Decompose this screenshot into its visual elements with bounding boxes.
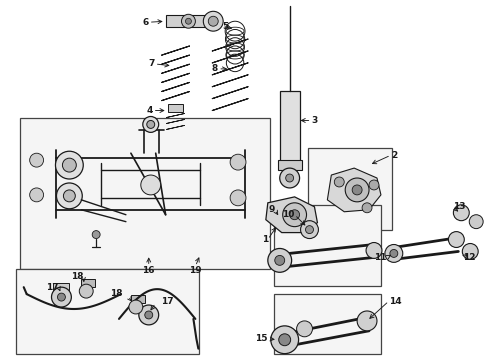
Bar xyxy=(274,205,381,286)
Text: 1: 1 xyxy=(262,235,268,244)
Text: 4: 4 xyxy=(147,106,153,115)
Circle shape xyxy=(334,177,344,187)
Circle shape xyxy=(51,287,72,307)
Circle shape xyxy=(30,188,44,202)
Circle shape xyxy=(147,121,155,129)
Circle shape xyxy=(280,168,299,188)
Bar xyxy=(53,283,70,291)
Circle shape xyxy=(79,284,93,298)
Circle shape xyxy=(300,221,318,239)
Text: 17: 17 xyxy=(161,297,173,306)
Text: 18: 18 xyxy=(110,289,123,298)
Bar xyxy=(16,269,199,354)
Circle shape xyxy=(275,255,285,265)
Text: 16: 16 xyxy=(143,266,155,275)
Text: 13: 13 xyxy=(453,202,466,211)
Bar xyxy=(81,279,95,287)
Circle shape xyxy=(362,203,372,213)
Circle shape xyxy=(271,326,298,354)
Text: 5: 5 xyxy=(222,22,228,31)
Circle shape xyxy=(203,11,223,31)
Bar xyxy=(274,294,381,354)
Polygon shape xyxy=(266,197,318,233)
Bar xyxy=(20,118,270,269)
Text: 17: 17 xyxy=(46,283,58,292)
Circle shape xyxy=(462,243,478,260)
Circle shape xyxy=(63,190,75,202)
Circle shape xyxy=(55,151,83,179)
Circle shape xyxy=(268,248,292,272)
Bar xyxy=(278,160,301,170)
Circle shape xyxy=(390,249,398,257)
Circle shape xyxy=(56,183,82,209)
Circle shape xyxy=(286,174,294,182)
Bar xyxy=(131,295,145,303)
Circle shape xyxy=(62,158,76,172)
Circle shape xyxy=(139,305,159,325)
Bar xyxy=(168,104,183,112)
Circle shape xyxy=(306,226,314,234)
Circle shape xyxy=(185,18,192,24)
Text: 12: 12 xyxy=(464,253,476,262)
Text: 14: 14 xyxy=(389,297,401,306)
Circle shape xyxy=(279,334,291,346)
Circle shape xyxy=(345,178,369,202)
Polygon shape xyxy=(327,168,381,212)
Circle shape xyxy=(141,175,161,195)
Circle shape xyxy=(208,16,218,26)
Text: 18: 18 xyxy=(71,272,83,281)
Circle shape xyxy=(369,180,379,190)
Text: 15: 15 xyxy=(255,334,268,343)
Circle shape xyxy=(230,154,246,170)
Bar xyxy=(280,91,299,165)
Text: 6: 6 xyxy=(143,18,149,27)
Circle shape xyxy=(57,293,65,301)
Text: 2: 2 xyxy=(391,151,397,160)
Text: 8: 8 xyxy=(212,64,218,73)
Text: 7: 7 xyxy=(148,59,155,68)
Circle shape xyxy=(230,190,246,206)
Text: 3: 3 xyxy=(312,116,318,125)
Circle shape xyxy=(143,117,159,132)
Circle shape xyxy=(181,14,196,28)
Circle shape xyxy=(92,231,100,239)
Circle shape xyxy=(448,231,465,247)
Bar xyxy=(308,148,392,230)
Circle shape xyxy=(290,210,299,220)
Circle shape xyxy=(385,244,403,262)
Circle shape xyxy=(357,311,377,331)
Circle shape xyxy=(352,185,362,195)
Circle shape xyxy=(283,203,307,227)
Text: 9: 9 xyxy=(269,205,275,214)
Circle shape xyxy=(469,215,483,229)
Bar xyxy=(166,15,205,27)
Circle shape xyxy=(366,243,382,258)
Text: 19: 19 xyxy=(189,266,202,275)
Circle shape xyxy=(145,311,153,319)
Text: 10: 10 xyxy=(282,210,294,219)
Circle shape xyxy=(296,321,313,337)
Circle shape xyxy=(453,205,469,221)
Circle shape xyxy=(129,300,143,314)
Text: 11: 11 xyxy=(374,253,387,262)
Circle shape xyxy=(30,153,44,167)
